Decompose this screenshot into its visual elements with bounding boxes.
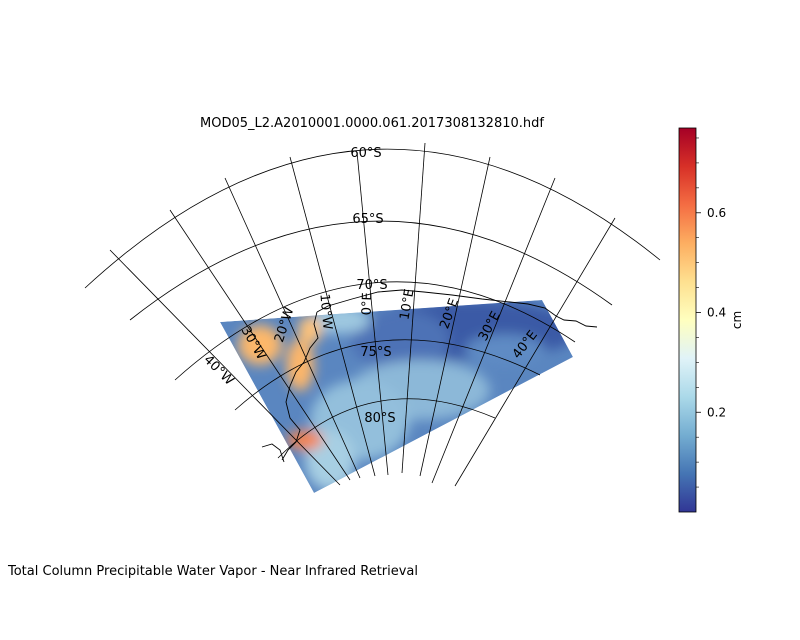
colorbar-ticks: 0.2 0.4 0.6 [696, 137, 726, 488]
lat-label-80s: 80°S [364, 411, 395, 426]
colorbar-bar [678, 127, 697, 513]
colorbar-label: cm [730, 311, 744, 329]
lat-label-75s: 75°S [360, 345, 391, 360]
lat-label-65s: 65°S [352, 212, 383, 227]
latitude-gridlines [84, 148, 661, 459]
meridian-gridlines [109, 142, 616, 487]
lon-label-10e: 10°E [397, 288, 417, 321]
lat-label-70s: 70°S [356, 278, 387, 293]
water-vapor-swath [220, 300, 573, 493]
figure-title: MOD05_L2.A2010001.0000.061.2017308132810… [200, 116, 544, 131]
latitude-labels: 60°S 65°S 70°S 75°S 80°S [350, 146, 395, 426]
lon-label-40w: 40°W [200, 353, 236, 389]
lat-label-60s: 60°S [350, 146, 381, 161]
coastline [261, 289, 598, 463]
figure-caption: Total Column Precipitable Water Vapor - … [7, 564, 418, 579]
colorbar: 0.2 0.4 0.6 cm [678, 127, 744, 513]
lon-label-10w: 10°W [316, 293, 334, 330]
colorbar-tick-label: 0.6 [707, 206, 726, 220]
colorbar-tick-label: 0.4 [707, 306, 726, 320]
lon-label-0e: 0°E [360, 292, 376, 316]
colorbar-tick-label: 0.2 [707, 405, 726, 419]
